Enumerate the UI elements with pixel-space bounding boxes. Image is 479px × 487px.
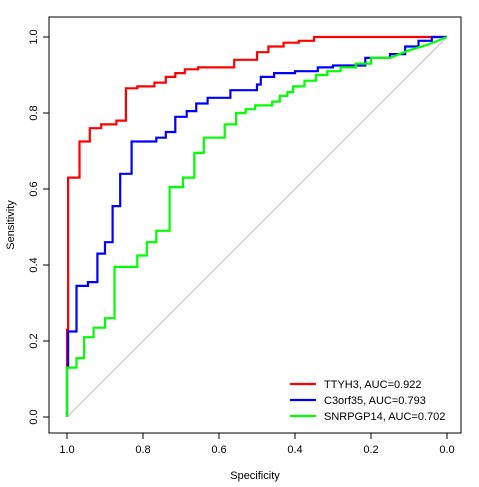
y-tick-label: 1.0 <box>28 29 40 44</box>
roc-curve-0 <box>65 35 447 417</box>
reference-line-layer <box>66 36 448 418</box>
x-tick-label: 1.0 <box>59 444 74 456</box>
series-layer <box>65 35 448 417</box>
y-tick-label: 0.0 <box>28 409 40 424</box>
legend-label: SNRPGP14, AUC=0.702 <box>324 411 445 423</box>
plot-frame <box>48 16 462 434</box>
legend-label: C3orf35, AUC=0.793 <box>324 395 426 407</box>
x-tick-label: 0.2 <box>363 444 378 456</box>
y-tick-label: 0.4 <box>28 257 40 272</box>
legend: TTYH3, AUC=0.922 C3orf35, AUC=0.793 SNRPGP… <box>290 379 445 423</box>
y-tick-label: 0.8 <box>28 105 40 120</box>
x-tick-label: 0.8 <box>135 444 150 456</box>
x-tick-label: 0.0 <box>439 444 454 456</box>
y-axis: 0.0 0.2 0.4 0.6 0.8 1.0 <box>28 29 50 425</box>
y-tick-label: 0.2 <box>28 333 40 348</box>
x-tick-label: 0.6 <box>211 444 226 456</box>
roc-curve-1 <box>65 35 447 417</box>
x-axis-title: Specificity <box>230 470 280 482</box>
y-tick-label: 0.6 <box>28 181 40 196</box>
y-axis-title: Sensitivity <box>5 200 17 250</box>
x-axis: 1.0 0.8 0.6 0.4 0.2 0.0 <box>59 432 455 456</box>
legend-label: TTYH3, AUC=0.922 <box>324 379 422 391</box>
roc-curve-2 <box>65 35 448 417</box>
reference-diagonal-line <box>66 36 448 418</box>
x-tick-label: 0.4 <box>287 444 302 456</box>
